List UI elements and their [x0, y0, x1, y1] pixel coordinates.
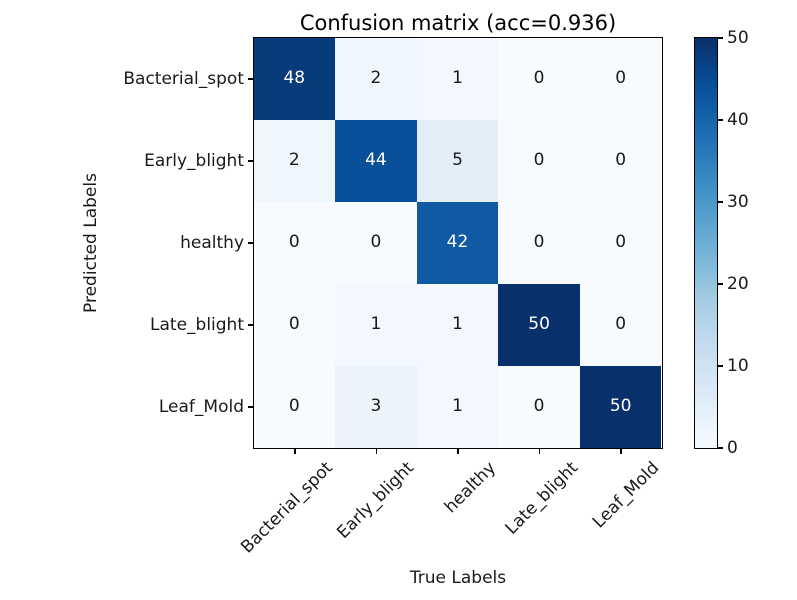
- x-tick-mark: [375, 448, 378, 454]
- y-tick-mark: [248, 78, 254, 80]
- x-tick-mark: [620, 448, 622, 454]
- heatmap-cell: 2: [253, 119, 336, 202]
- y-tick-label: Leaf_Mold: [158, 397, 244, 417]
- y-tick-mark: [248, 406, 254, 408]
- y-tick-label: healthy: [180, 233, 244, 253]
- y-tick-mark: [248, 324, 254, 326]
- heatmap-cell: 5: [416, 119, 499, 202]
- x-axis-title: True Labels: [409, 568, 507, 588]
- heatmap-grid: 48 2 1 0 0 2 44 5 0 0 0 0 42 0 0 0 1 1 50 0 0 3 1 0 50: [252, 36, 663, 449]
- colorbar-tick-label: 50: [727, 28, 749, 48]
- colorbar: [693, 36, 718, 449]
- heatmap-cell: 50: [579, 365, 662, 448]
- x-tick-mark: [294, 448, 296, 454]
- heatmap-cell: 48: [253, 37, 336, 120]
- y-tick-mark: [248, 160, 254, 162]
- x-tick-mark: [538, 448, 541, 454]
- heatmap-cell: 0: [253, 283, 336, 366]
- heatmap-cell: 3: [335, 365, 417, 448]
- colorbar-tick-label: 10: [727, 356, 749, 376]
- colorbar-tick-label: 0: [727, 438, 738, 458]
- colorbar-tick-mark: [717, 119, 723, 121]
- heatmap-cell: 42: [416, 201, 499, 284]
- y-tick-label: Bacterial_spot: [123, 69, 244, 89]
- heatmap-cell: 0: [498, 365, 580, 448]
- heatmap-cell: 2: [335, 37, 417, 120]
- x-tick-label-text: Bacterial_spot: [237, 458, 337, 558]
- colorbar-tick-label: 20: [727, 274, 749, 294]
- heatmap-cell: 0: [335, 201, 417, 284]
- y-tick-label: Late_blight: [150, 315, 244, 335]
- x-tick-label-text: Late_blight: [501, 458, 582, 539]
- heatmap-cell: 1: [416, 365, 499, 448]
- colorbar-tick-mark: [717, 365, 723, 367]
- y-tick-mark: [248, 242, 254, 244]
- colorbar-tick-label: 30: [727, 192, 749, 212]
- heatmap-cell: 0: [253, 365, 336, 448]
- colorbar-tick-mark: [717, 447, 723, 449]
- colorbar-tick-label: 40: [727, 110, 749, 130]
- heatmap-cell: 0: [579, 119, 662, 202]
- heatmap-cell: 0: [498, 119, 580, 202]
- heatmap-cell: 44: [335, 119, 417, 202]
- x-tick-label-text: Early_blight: [333, 458, 419, 543]
- heatmap-cell: 50: [498, 283, 580, 366]
- y-tick-label: Early_blight: [144, 151, 244, 171]
- heatmap-cell: 1: [416, 283, 499, 366]
- heatmap-cell: 0: [579, 201, 662, 284]
- colorbar-tick-mark: [717, 201, 723, 203]
- heatmap-cell: 1: [416, 37, 499, 120]
- heatmap-cell: 0: [579, 283, 662, 366]
- heatmap-cell: 1: [335, 283, 417, 366]
- x-tick-label-text: Leaf_Mold: [588, 458, 664, 533]
- chart-title: Confusion matrix (acc=0.936): [299, 11, 617, 35]
- heatmap-cell: 0: [253, 201, 336, 284]
- heatmap-cell: 0: [498, 37, 580, 120]
- x-tick-label-text: healthy: [440, 458, 501, 518]
- colorbar-tick-mark: [717, 37, 723, 39]
- colorbar-tick-mark: [717, 283, 723, 285]
- heatmap-cell: 0: [498, 201, 580, 284]
- heatmap-cell: 0: [579, 37, 662, 120]
- x-tick-mark: [457, 448, 459, 454]
